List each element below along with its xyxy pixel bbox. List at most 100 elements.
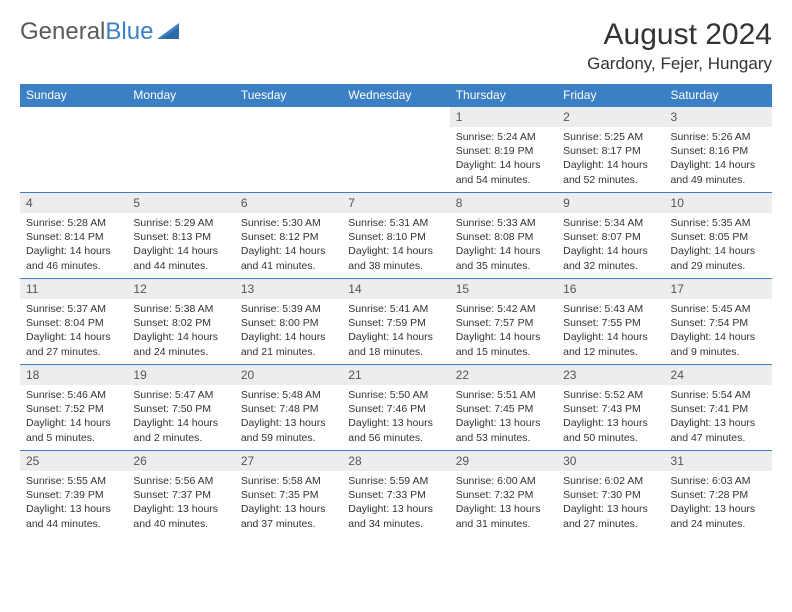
calendar-cell: 7Sunrise: 5:31 AMSunset: 8:10 PMDaylight… [342, 193, 449, 279]
calendar-cell: 31Sunrise: 6:03 AMSunset: 7:28 PMDayligh… [665, 451, 772, 537]
day-number: 10 [665, 193, 772, 213]
day-info: Sunrise: 5:50 AMSunset: 7:46 PMDaylight:… [342, 385, 449, 448]
day-number: 30 [557, 451, 664, 471]
calendar-row: 18Sunrise: 5:46 AMSunset: 7:52 PMDayligh… [20, 365, 772, 451]
calendar-row: 4Sunrise: 5:28 AMSunset: 8:14 PMDaylight… [20, 193, 772, 279]
day-info: Sunrise: 5:26 AMSunset: 8:16 PMDaylight:… [665, 127, 772, 190]
day-number: 13 [235, 279, 342, 299]
calendar-cell: 28Sunrise: 5:59 AMSunset: 7:33 PMDayligh… [342, 451, 449, 537]
day-info: Sunrise: 5:56 AMSunset: 7:37 PMDaylight:… [127, 471, 234, 534]
calendar-cell: 5Sunrise: 5:29 AMSunset: 8:13 PMDaylight… [127, 193, 234, 279]
weekday-header: Saturday [665, 84, 772, 107]
calendar-row: 11Sunrise: 5:37 AMSunset: 8:04 PMDayligh… [20, 279, 772, 365]
day-number: 5 [127, 193, 234, 213]
calendar-cell: 26Sunrise: 5:56 AMSunset: 7:37 PMDayligh… [127, 451, 234, 537]
calendar-cell: 19Sunrise: 5:47 AMSunset: 7:50 PMDayligh… [127, 365, 234, 451]
calendar-cell-empty [127, 107, 234, 193]
calendar-cell: 21Sunrise: 5:50 AMSunset: 7:46 PMDayligh… [342, 365, 449, 451]
calendar-cell: 6Sunrise: 5:30 AMSunset: 8:12 PMDaylight… [235, 193, 342, 279]
day-info: Sunrise: 5:38 AMSunset: 8:02 PMDaylight:… [127, 299, 234, 362]
day-number: 19 [127, 365, 234, 385]
header: GeneralBlue August 2024 Gardony, Fejer, … [20, 18, 772, 74]
location: Gardony, Fejer, Hungary [587, 54, 772, 74]
calendar-cell: 30Sunrise: 6:02 AMSunset: 7:30 PMDayligh… [557, 451, 664, 537]
logo-text-general: General [20, 18, 105, 46]
day-info: Sunrise: 5:51 AMSunset: 7:45 PMDaylight:… [450, 385, 557, 448]
logo-text-blue: Blue [105, 18, 153, 46]
day-number: 21 [342, 365, 449, 385]
month-title: August 2024 [587, 18, 772, 52]
calendar-cell: 11Sunrise: 5:37 AMSunset: 8:04 PMDayligh… [20, 279, 127, 365]
day-info: Sunrise: 5:45 AMSunset: 7:54 PMDaylight:… [665, 299, 772, 362]
title-block: August 2024 Gardony, Fejer, Hungary [587, 18, 772, 74]
day-number: 6 [235, 193, 342, 213]
day-number: 1 [450, 107, 557, 127]
day-number: 17 [665, 279, 772, 299]
calendar-cell: 25Sunrise: 5:55 AMSunset: 7:39 PMDayligh… [20, 451, 127, 537]
calendar-body: 1Sunrise: 5:24 AMSunset: 8:19 PMDaylight… [20, 107, 772, 537]
day-info: Sunrise: 5:58 AMSunset: 7:35 PMDaylight:… [235, 471, 342, 534]
day-number: 4 [20, 193, 127, 213]
calendar-table: SundayMondayTuesdayWednesdayThursdayFrid… [20, 84, 772, 537]
calendar-cell: 13Sunrise: 5:39 AMSunset: 8:00 PMDayligh… [235, 279, 342, 365]
day-info: Sunrise: 5:43 AMSunset: 7:55 PMDaylight:… [557, 299, 664, 362]
day-info: Sunrise: 5:39 AMSunset: 8:00 PMDaylight:… [235, 299, 342, 362]
day-info: Sunrise: 6:00 AMSunset: 7:32 PMDaylight:… [450, 471, 557, 534]
calendar-row: 25Sunrise: 5:55 AMSunset: 7:39 PMDayligh… [20, 451, 772, 537]
day-number: 7 [342, 193, 449, 213]
calendar-cell: 10Sunrise: 5:35 AMSunset: 8:05 PMDayligh… [665, 193, 772, 279]
day-number: 8 [450, 193, 557, 213]
calendar-cell: 22Sunrise: 5:51 AMSunset: 7:45 PMDayligh… [450, 365, 557, 451]
weekday-header: Thursday [450, 84, 557, 107]
day-number: 24 [665, 365, 772, 385]
day-info: Sunrise: 5:52 AMSunset: 7:43 PMDaylight:… [557, 385, 664, 448]
day-info: Sunrise: 5:30 AMSunset: 8:12 PMDaylight:… [235, 213, 342, 276]
calendar-row: 1Sunrise: 5:24 AMSunset: 8:19 PMDaylight… [20, 107, 772, 193]
day-number: 23 [557, 365, 664, 385]
calendar-cell-empty [20, 107, 127, 193]
day-number: 15 [450, 279, 557, 299]
day-number: 3 [665, 107, 772, 127]
weekday-header: Wednesday [342, 84, 449, 107]
calendar-cell: 24Sunrise: 5:54 AMSunset: 7:41 PMDayligh… [665, 365, 772, 451]
calendar-cell: 29Sunrise: 6:00 AMSunset: 7:32 PMDayligh… [450, 451, 557, 537]
day-number: 18 [20, 365, 127, 385]
calendar-cell: 27Sunrise: 5:58 AMSunset: 7:35 PMDayligh… [235, 451, 342, 537]
day-number: 29 [450, 451, 557, 471]
day-number: 9 [557, 193, 664, 213]
day-info: Sunrise: 5:33 AMSunset: 8:08 PMDaylight:… [450, 213, 557, 276]
day-info: Sunrise: 5:54 AMSunset: 7:41 PMDaylight:… [665, 385, 772, 448]
calendar-cell-empty [235, 107, 342, 193]
calendar-page: GeneralBlue August 2024 Gardony, Fejer, … [0, 0, 792, 547]
day-number: 14 [342, 279, 449, 299]
day-number: 2 [557, 107, 664, 127]
day-number: 28 [342, 451, 449, 471]
day-number: 31 [665, 451, 772, 471]
calendar-cell: 23Sunrise: 5:52 AMSunset: 7:43 PMDayligh… [557, 365, 664, 451]
day-number: 11 [20, 279, 127, 299]
day-info: Sunrise: 5:28 AMSunset: 8:14 PMDaylight:… [20, 213, 127, 276]
day-info: Sunrise: 5:29 AMSunset: 8:13 PMDaylight:… [127, 213, 234, 276]
calendar-cell: 14Sunrise: 5:41 AMSunset: 7:59 PMDayligh… [342, 279, 449, 365]
calendar-cell: 17Sunrise: 5:45 AMSunset: 7:54 PMDayligh… [665, 279, 772, 365]
calendar-cell: 15Sunrise: 5:42 AMSunset: 7:57 PMDayligh… [450, 279, 557, 365]
weekday-header: Tuesday [235, 84, 342, 107]
weekday-header: Friday [557, 84, 664, 107]
calendar-cell: 1Sunrise: 5:24 AMSunset: 8:19 PMDaylight… [450, 107, 557, 193]
calendar-cell: 16Sunrise: 5:43 AMSunset: 7:55 PMDayligh… [557, 279, 664, 365]
logo-triangle-icon [157, 18, 183, 46]
day-info: Sunrise: 5:24 AMSunset: 8:19 PMDaylight:… [450, 127, 557, 190]
calendar-cell: 3Sunrise: 5:26 AMSunset: 8:16 PMDaylight… [665, 107, 772, 193]
day-info: Sunrise: 6:03 AMSunset: 7:28 PMDaylight:… [665, 471, 772, 534]
weekday-header: Sunday [20, 84, 127, 107]
day-number: 27 [235, 451, 342, 471]
day-info: Sunrise: 5:25 AMSunset: 8:17 PMDaylight:… [557, 127, 664, 190]
day-info: Sunrise: 5:34 AMSunset: 8:07 PMDaylight:… [557, 213, 664, 276]
calendar-cell: 8Sunrise: 5:33 AMSunset: 8:08 PMDaylight… [450, 193, 557, 279]
day-number: 25 [20, 451, 127, 471]
calendar-cell-empty [342, 107, 449, 193]
day-info: Sunrise: 5:48 AMSunset: 7:48 PMDaylight:… [235, 385, 342, 448]
day-info: Sunrise: 5:59 AMSunset: 7:33 PMDaylight:… [342, 471, 449, 534]
day-info: Sunrise: 6:02 AMSunset: 7:30 PMDaylight:… [557, 471, 664, 534]
day-number: 16 [557, 279, 664, 299]
